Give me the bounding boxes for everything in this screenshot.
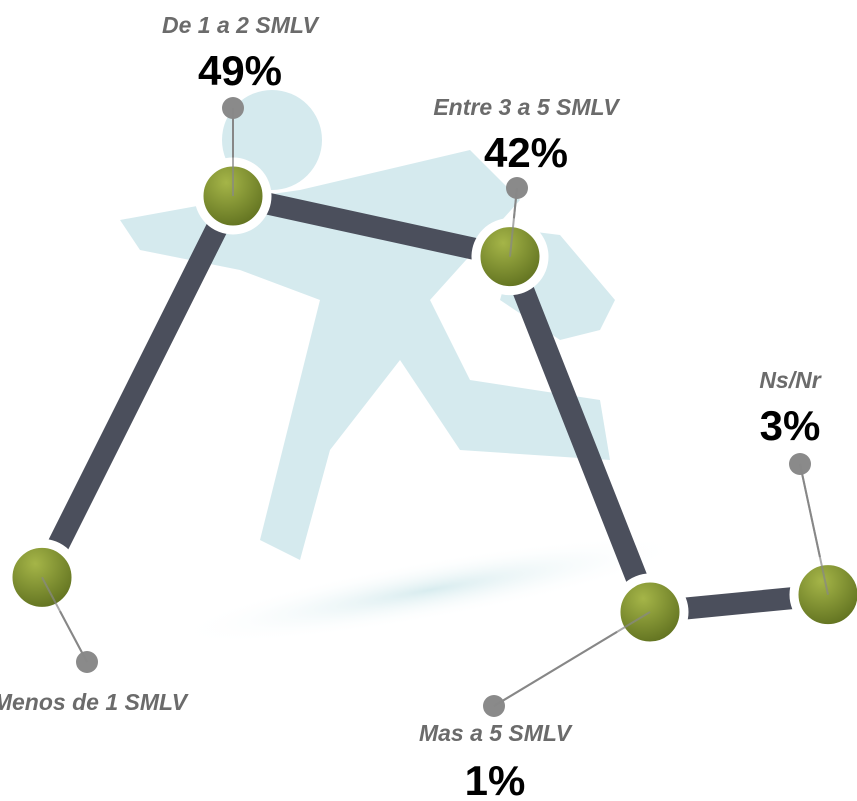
value-label: 5%	[0, 794, 190, 801]
category-label: Mas a 5 SMLV	[418, 720, 572, 746]
leader-line	[799, 463, 829, 595]
category-label: De 1 a 2 SMLV	[162, 12, 318, 38]
category-label: Entre 3 a 5 SMLV	[433, 94, 619, 120]
value-label: 3%	[759, 402, 821, 449]
category-label: Ns/Nr	[759, 367, 821, 393]
value-label: 49%	[197, 47, 283, 94]
marker	[789, 556, 857, 634]
leader-line	[509, 187, 518, 257]
leader-line	[493, 611, 651, 707]
leader-line	[41, 576, 88, 663]
category-label: Menos de 1 SMLV	[0, 689, 188, 715]
value-label: 42%	[483, 129, 569, 176]
value-label: 1%	[464, 757, 526, 801]
